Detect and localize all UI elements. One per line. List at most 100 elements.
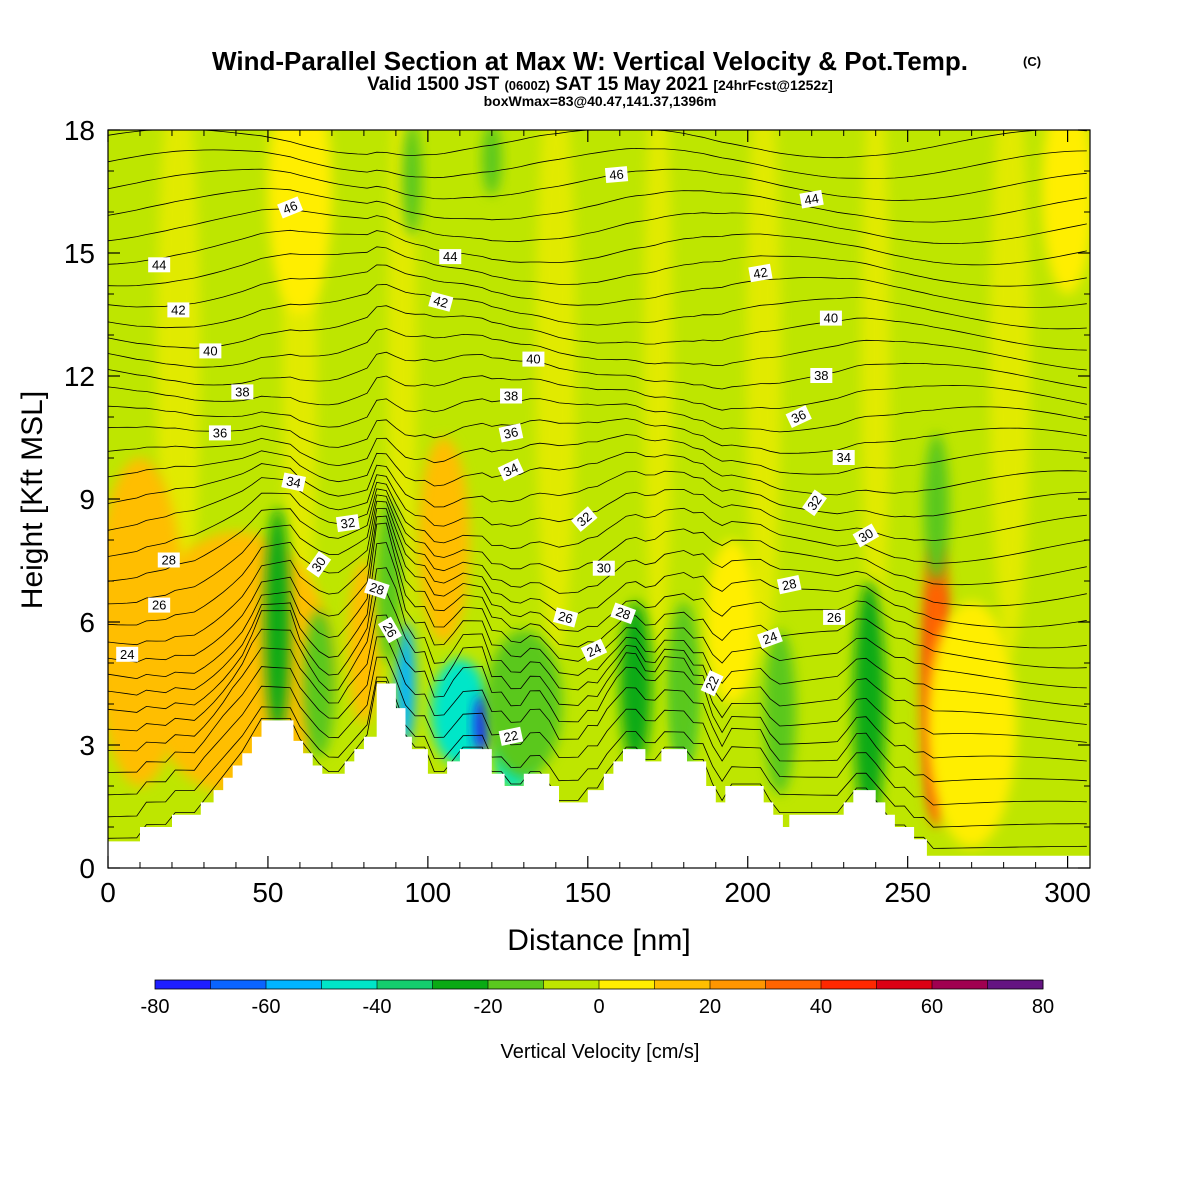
x-tick-label: 300 (1044, 877, 1091, 908)
contour-label: 34 (281, 472, 306, 492)
theta-contour-line (108, 264, 1087, 308)
contour-label-bg (439, 249, 462, 265)
w-feature-4 (303, 609, 336, 758)
contour-label-text: 42 (171, 302, 185, 317)
y-tick-label: 6 (79, 607, 95, 638)
contour-label-text: 38 (504, 389, 518, 404)
w-feature-5 (347, 560, 380, 725)
colorbar-swatch (210, 980, 267, 989)
contour-label-bg (167, 302, 190, 318)
x-axis: 0 50 100 150 200 250 300 (100, 130, 1091, 908)
contour-label-bg (157, 552, 180, 568)
contour-label: 26 (148, 597, 171, 613)
y-tick-label: 3 (79, 730, 95, 761)
contour-label: 44 (439, 249, 462, 265)
contour-label-text: 44 (443, 249, 457, 264)
contour-label-text: 34 (501, 460, 520, 480)
x-tick-label: 0 (100, 877, 116, 908)
theta-contour-line (108, 375, 1087, 411)
contour-label-text: 42 (432, 293, 450, 311)
terrain (108, 683, 1090, 868)
contour-label-text: 30 (597, 561, 611, 576)
contour-label-text: 26 (557, 608, 575, 626)
theta-contour-line (108, 656, 1087, 806)
contour-label-bg (799, 189, 824, 209)
updraft-band-6 (861, 130, 891, 656)
contour-label-bg (148, 257, 171, 273)
colorbar-swatch (377, 980, 433, 989)
theta-contour-line (108, 283, 1087, 330)
contour-label: 30 (592, 560, 615, 576)
contour-label: 34 (497, 458, 524, 482)
contour-label-bg (335, 514, 360, 533)
contour-label: 36 (785, 405, 812, 428)
w-feature-15 (763, 630, 796, 795)
contour-label: 36 (498, 423, 524, 443)
colorbar-swatch (321, 980, 378, 989)
contour-label-text: 40 (526, 352, 540, 367)
w-feature-21 (418, 437, 470, 643)
colorbar-tick-label: 80 (1032, 996, 1054, 1018)
contour-label-text: 24 (584, 640, 603, 660)
colorbar-swatch (654, 980, 711, 989)
contour-label: 24 (580, 638, 608, 662)
contour-label: 24 (757, 627, 783, 649)
theta-contour-line (108, 187, 1087, 223)
w-feature-3 (264, 507, 291, 737)
contour-label: 22 (700, 670, 724, 697)
contour-label-text: 24 (761, 628, 780, 647)
contour-label: 28 (776, 574, 802, 595)
contour-label-text: 22 (502, 727, 519, 745)
w-feature-19 (923, 433, 950, 581)
contour-label-bg (497, 458, 524, 482)
box-info: boxWmax=83@40.47,141.37,1396m (484, 93, 717, 109)
contour-label-bg (819, 310, 842, 326)
contour-label: 32 (571, 506, 598, 532)
contour-label-text: 44 (152, 257, 166, 272)
contour-label: 46 (604, 166, 629, 184)
colorbar-swatch (710, 980, 766, 989)
colorbar-swatch (821, 980, 877, 989)
potential-temperature-contours (108, 130, 1087, 849)
contour-label-bg (377, 616, 402, 644)
contour-label-text: 28 (781, 576, 798, 594)
contour-label-bg (571, 506, 598, 532)
y-axis-label: Height [Kft MSL] (16, 391, 49, 609)
plot-area: 24 26 28 30 32 34 36 38 40 42 44 46 28 26 22 26 24 28 30 32… (108, 130, 1090, 868)
colorbar-swatch (155, 980, 211, 989)
contour-label: 32 (335, 514, 360, 533)
colorbar-tick-label: -20 (474, 996, 503, 1018)
contour-label: 40 (819, 310, 842, 326)
x-tick-label: 50 (252, 877, 283, 908)
theta-contour-line (108, 246, 1087, 287)
colorbar-swatch (266, 980, 322, 989)
contour-label-bg (364, 578, 390, 600)
colorbar-tick-label: -40 (363, 996, 392, 1018)
contour-label-bg (610, 602, 637, 625)
contour-label: 42 (167, 302, 190, 318)
contour-label: 32 (802, 489, 827, 517)
x-axis-label: Distance [nm] (507, 924, 690, 957)
contour-label: 40 (522, 351, 545, 367)
contour-label-text: 26 (380, 620, 400, 640)
theta-contour-line (108, 676, 1087, 828)
x-tick-label: 100 (405, 877, 452, 908)
updraft-band-3 (535, 130, 576, 656)
theta-contour-line (108, 681, 1087, 849)
contour-label-text: 22 (702, 674, 722, 693)
contour-label-text: 24 (120, 647, 134, 662)
contour-label-text: 42 (752, 264, 769, 281)
w-feature-12 (619, 601, 652, 766)
theta-contour-line (108, 463, 1087, 518)
x-tick-label: 150 (564, 877, 611, 908)
contour-label-bg (231, 384, 254, 400)
contour-label-text: 32 (340, 515, 356, 532)
w-feature-14 (667, 601, 700, 766)
contour-label-bg (281, 472, 306, 492)
x-tick-label: 250 (884, 877, 931, 908)
contour-label-bg (785, 405, 812, 428)
contour-label-bg (832, 450, 855, 465)
colorbar-swatch (765, 980, 822, 989)
